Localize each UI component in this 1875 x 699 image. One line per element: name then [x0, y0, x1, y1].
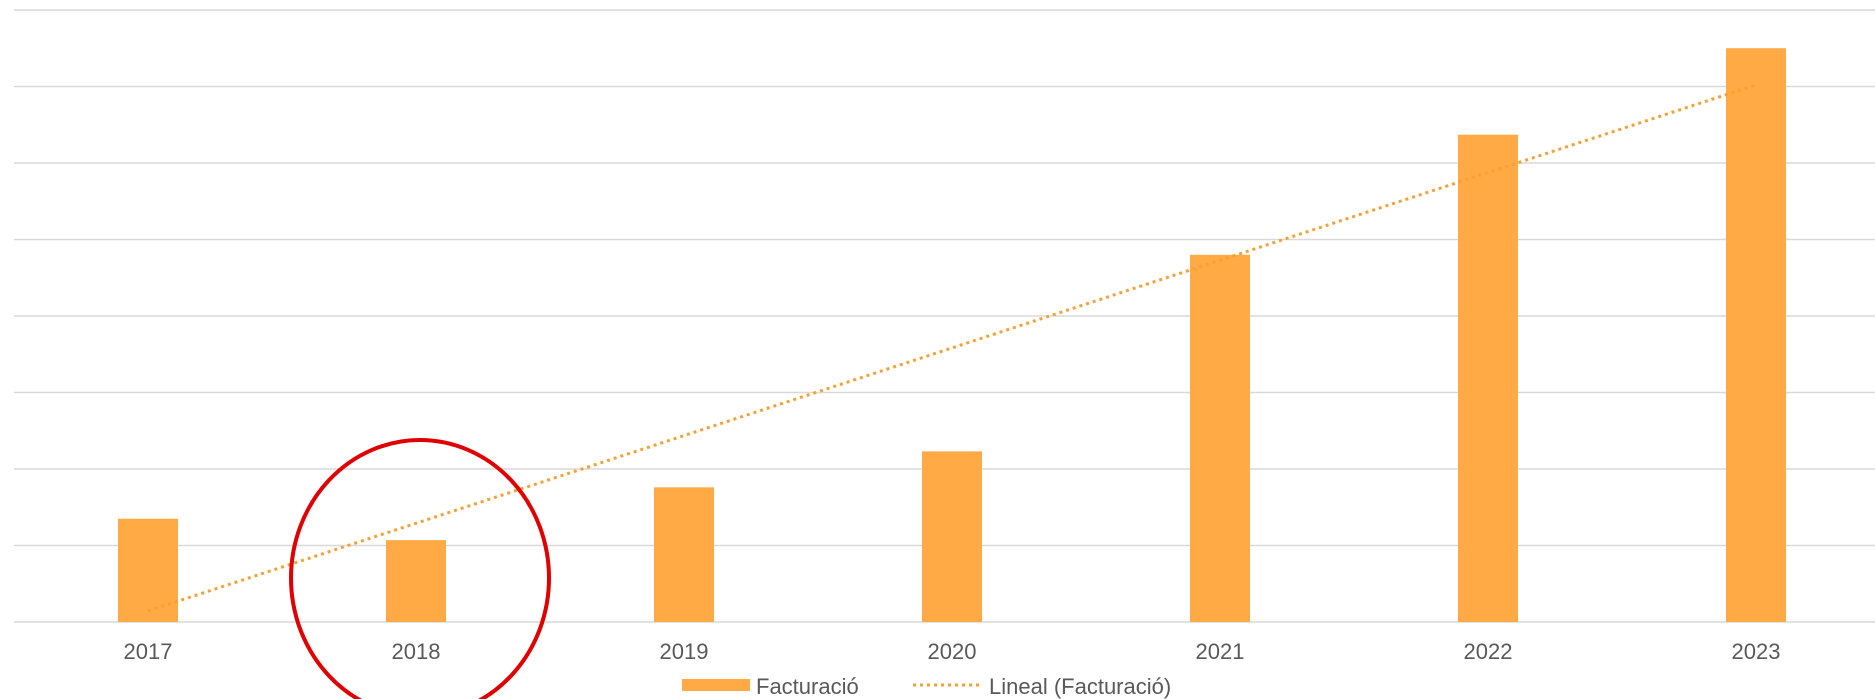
x-tick-label-2018: 2018	[392, 639, 441, 664]
bar-2020	[922, 451, 982, 622]
x-tick-label-2021: 2021	[1196, 639, 1245, 664]
x-tick-label-2017: 2017	[124, 639, 173, 664]
bars	[118, 48, 1786, 623]
x-axis-labels: 2017 2018 2019 2020 2021 2022 2023	[124, 639, 1781, 664]
bar-2023	[1726, 48, 1786, 622]
x-tick-label-2023: 2023	[1732, 639, 1781, 664]
x-tick-label-2022: 2022	[1464, 639, 1513, 664]
legend-swatch-facturacio	[682, 679, 750, 691]
bar-2018	[386, 540, 446, 622]
x-tick-label-2020: 2020	[928, 639, 977, 664]
trendline-path	[147, 83, 1757, 613]
trendline	[147, 83, 1757, 613]
bar-2021	[1190, 254, 1250, 623]
annotation-circle	[289, 438, 551, 699]
bar-2017	[118, 518, 178, 622]
legend-label-facturacio: Facturació	[756, 674, 859, 699]
annotations	[289, 438, 551, 699]
bar-2022	[1458, 134, 1518, 622]
legend-label-trendline: Lineal (Facturació)	[989, 674, 1171, 699]
gridlines	[14, 9, 1875, 623]
bar-2019	[654, 487, 714, 622]
x-tick-label-2019: 2019	[660, 639, 709, 664]
legend: Facturació Lineal (Facturació)	[682, 674, 1171, 699]
